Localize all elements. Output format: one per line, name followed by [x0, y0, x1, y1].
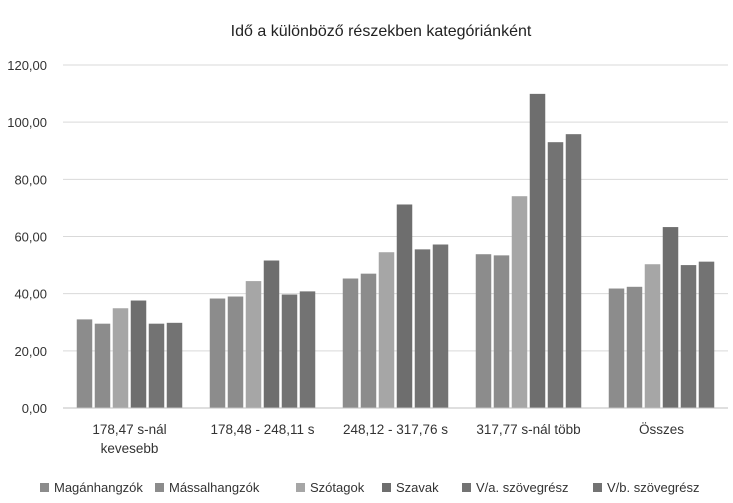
bar — [342, 278, 359, 408]
bar — [209, 298, 226, 408]
legend-swatch — [462, 483, 471, 492]
y-tick-label: 20,00 — [14, 344, 47, 359]
x-category-label: 178,47 s-nál — [92, 422, 166, 437]
bar — [680, 265, 697, 408]
legend-label: V/b. szövegrész — [607, 480, 700, 495]
y-tick-label: 0,00 — [22, 401, 47, 416]
legend-label: Szavak — [396, 480, 439, 495]
chart-title: Idő a különböző részekben kategóriánként — [231, 23, 532, 40]
bar — [148, 323, 165, 408]
bar — [94, 323, 111, 408]
legend-label: V/a. szövegrész — [476, 480, 569, 495]
bar — [493, 255, 510, 408]
bar — [432, 244, 449, 408]
legend-label: Magánhangzók — [54, 480, 143, 495]
x-category-label: 178,48 - 248,11 s — [210, 422, 314, 437]
bar — [511, 196, 528, 408]
x-axis-category-labels: 178,47 s-nál kevesebb 178,48 - 248,11 s 248… — [92, 422, 684, 456]
bar — [644, 264, 661, 408]
legend-label: Szótagok — [310, 480, 365, 495]
bar — [76, 319, 93, 408]
bar — [360, 273, 377, 408]
y-tick-label: 40,00 — [14, 287, 47, 302]
y-tick-label: 120,00 — [7, 58, 47, 73]
x-category-label: 248,12 - 317,76 s — [343, 422, 448, 437]
legend-label: Mássalhangzók — [169, 480, 260, 495]
legend-swatch — [40, 483, 49, 492]
bar — [529, 93, 546, 408]
bar — [475, 254, 492, 408]
bar — [227, 296, 244, 408]
bar — [263, 260, 280, 408]
x-category-label: Összes — [639, 422, 684, 437]
legend-swatch — [296, 483, 305, 492]
legend-swatch — [382, 483, 391, 492]
bar — [547, 142, 564, 409]
bar — [130, 300, 147, 408]
y-tick-label: 60,00 — [14, 230, 47, 245]
y-tick-label: 100,00 — [7, 115, 47, 130]
x-category-label: kevesebb — [101, 441, 159, 456]
bar — [396, 204, 413, 408]
y-tick-label: 80,00 — [14, 172, 47, 187]
legend: Magánhangzók Mássalhangzók Szótagok Szavak V… — [40, 480, 700, 495]
bar — [112, 308, 129, 408]
bar — [281, 294, 298, 408]
legend-swatch — [155, 483, 164, 492]
bar — [299, 291, 316, 408]
bar — [166, 322, 183, 408]
bar — [378, 252, 395, 408]
bars — [76, 93, 715, 409]
x-category-label: 317,77 s-nál több — [476, 422, 580, 437]
legend-swatch — [593, 483, 602, 492]
bar — [662, 227, 679, 408]
bar — [698, 261, 715, 408]
bar — [565, 134, 582, 408]
y-axis-tick-labels: 0,00 20,00 40,00 60,00 80,00 100,00 120,00 — [7, 58, 47, 416]
bar — [245, 281, 262, 408]
bar — [608, 288, 625, 408]
bar — [414, 249, 431, 408]
bar — [626, 286, 643, 408]
